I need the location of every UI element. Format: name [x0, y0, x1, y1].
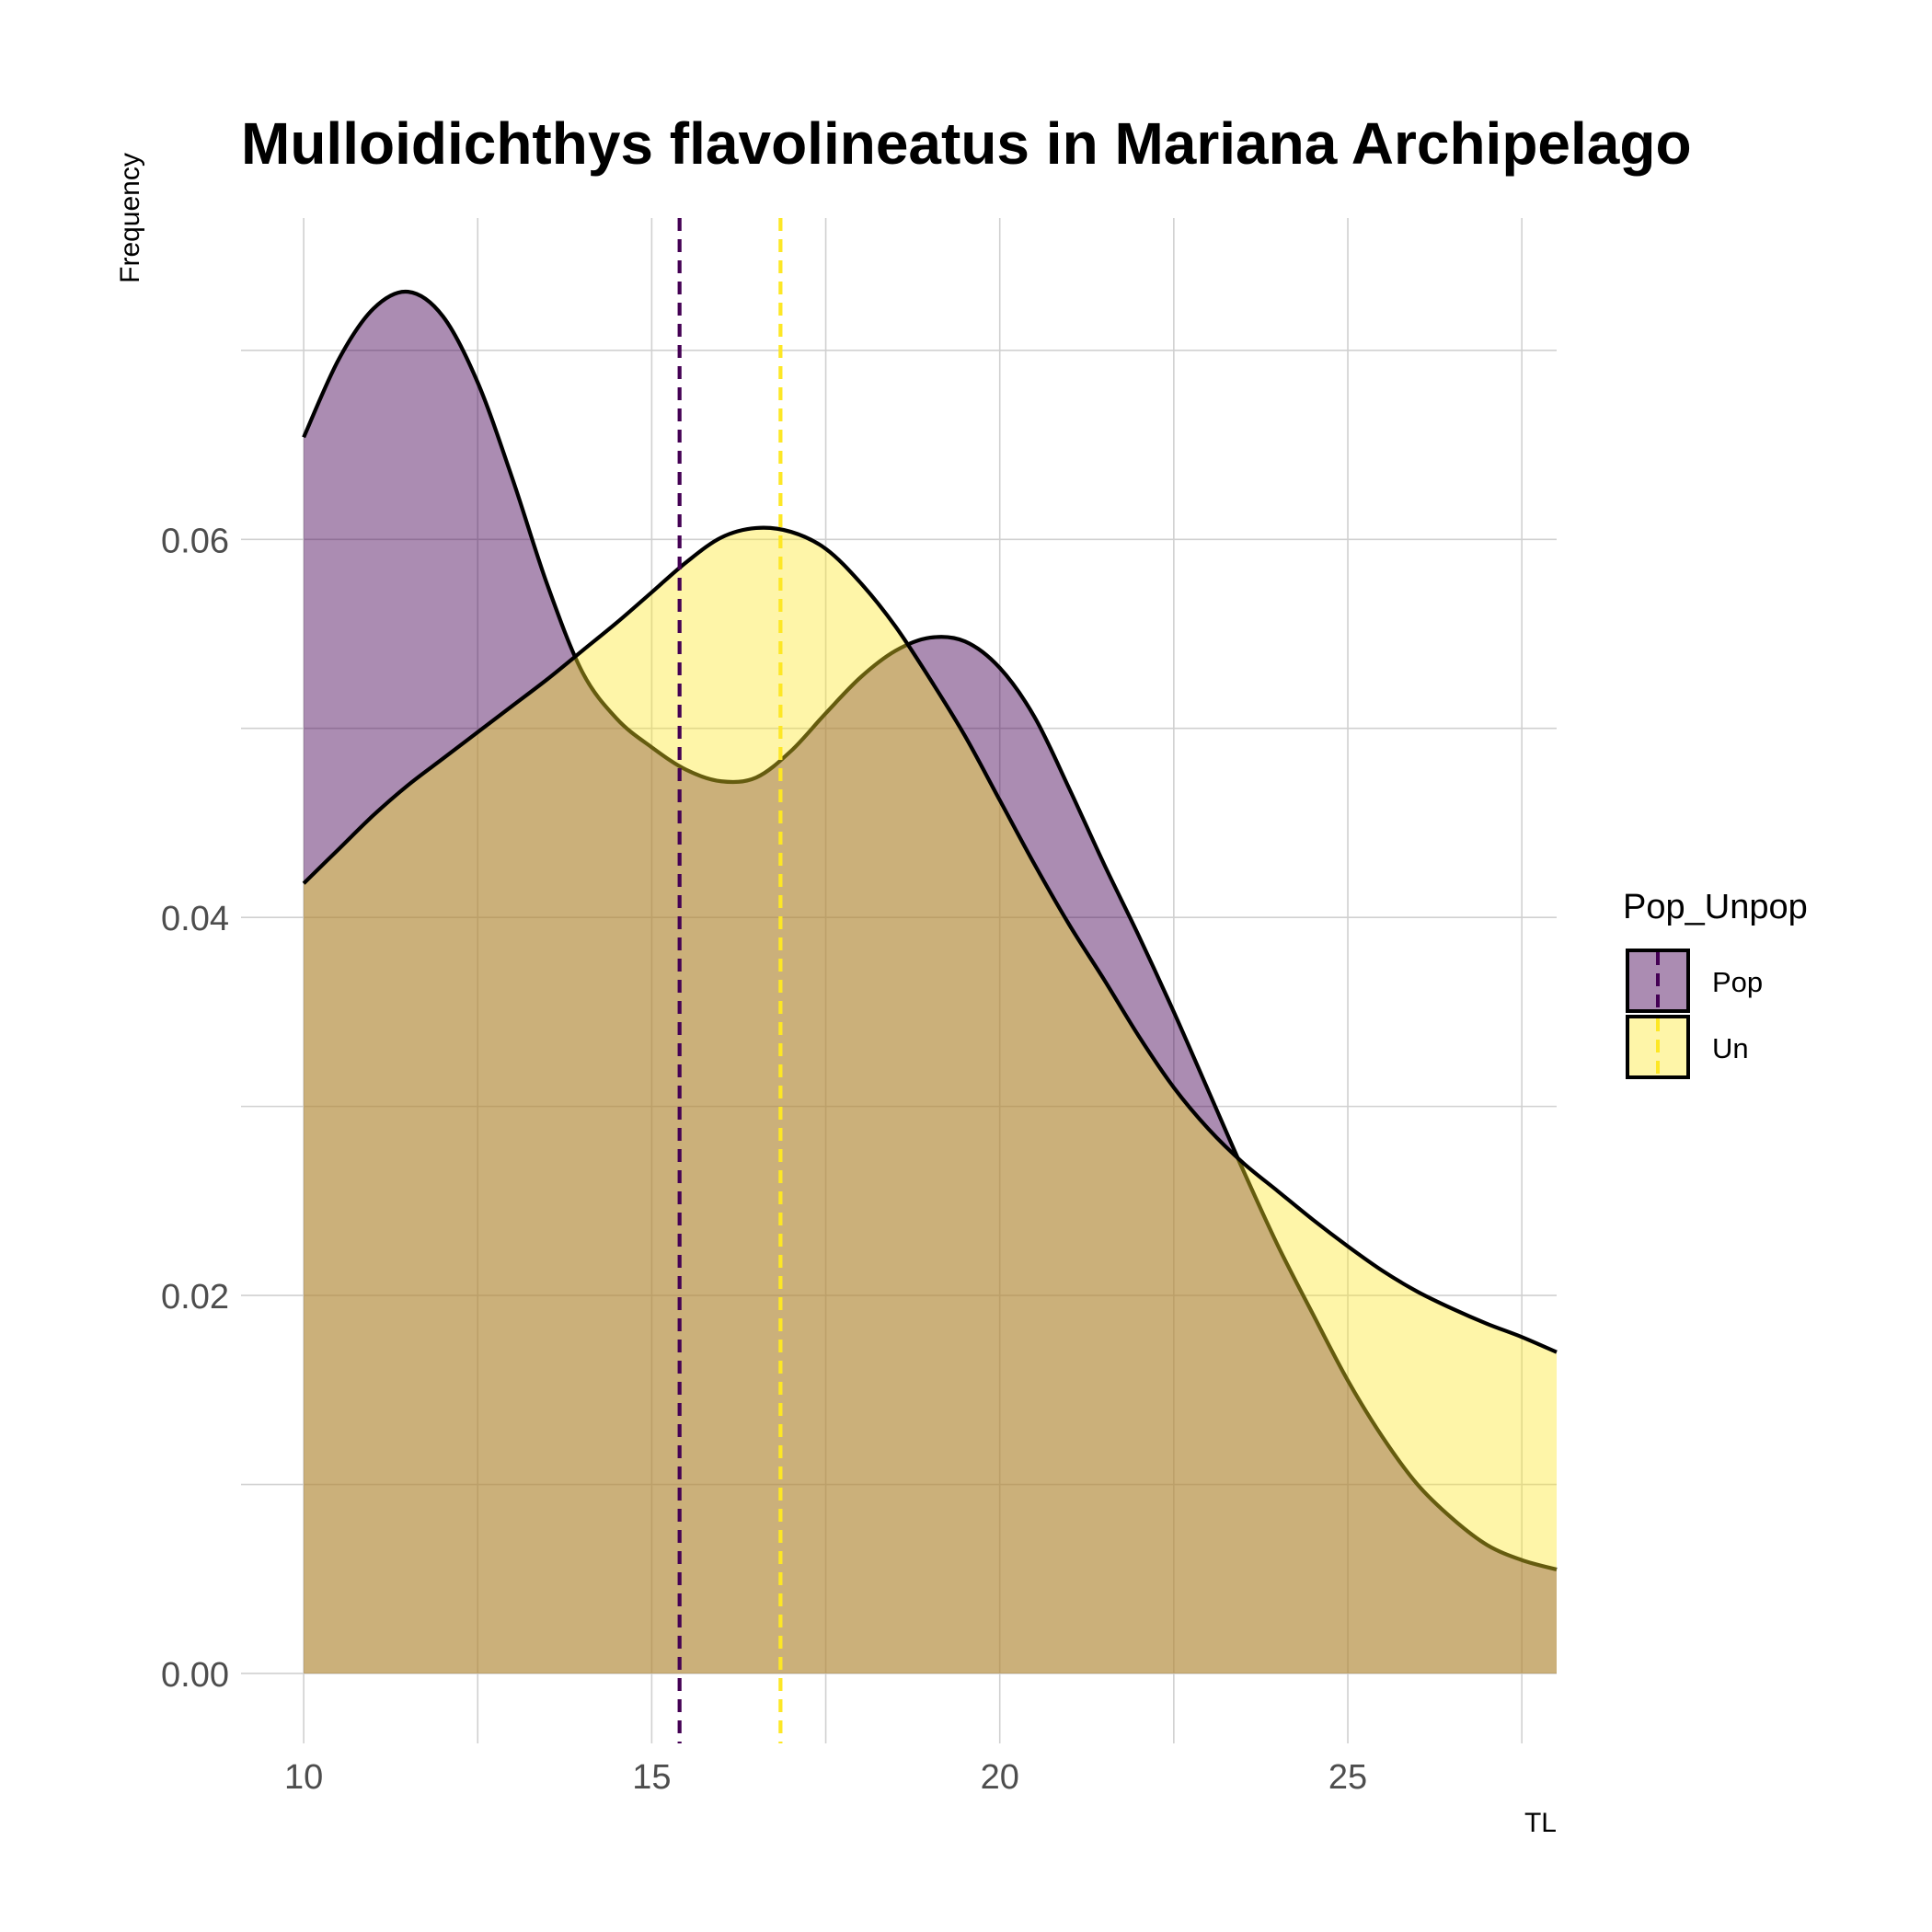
x-tick-label: 20: [981, 1758, 1019, 1797]
density-areas: [302, 289, 1558, 1673]
mean-lines: [677, 218, 783, 1743]
density-outline-pop: [302, 289, 1558, 1572]
density-area-un: [304, 527, 1558, 1673]
legend-label-pop: Pop: [1712, 966, 1763, 998]
y-axis-title: Frequency: [115, 153, 145, 283]
x-axis-ticks: 10 15 20 25: [284, 1758, 1367, 1797]
y-tick-label: 0.02: [161, 1278, 229, 1317]
y-tick-label: 0.00: [161, 1656, 229, 1695]
x-tick-label: 10: [284, 1758, 323, 1797]
legend: Pop_Unpop Pop Un: [1623, 888, 1808, 1079]
y-tick-label: 0.04: [161, 900, 229, 938]
y-tick-label: 0.06: [161, 522, 229, 560]
x-tick-label: 25: [1328, 1758, 1367, 1797]
legend-title: Pop_Unpop: [1623, 888, 1808, 926]
density-area-pop: [304, 291, 1558, 1673]
chart-title: Mulloidichthys flavolineatus in Mariana …: [241, 110, 1692, 177]
x-tick-label: 15: [632, 1758, 671, 1797]
x-axis-title: TL: [1524, 1808, 1557, 1838]
y-axis-ticks: 0.00 0.02 0.04 0.06: [161, 522, 229, 1695]
legend-label-un: Un: [1712, 1032, 1749, 1064]
density-outline-un: [302, 525, 1558, 1354]
gridlines: [241, 218, 1557, 1743]
